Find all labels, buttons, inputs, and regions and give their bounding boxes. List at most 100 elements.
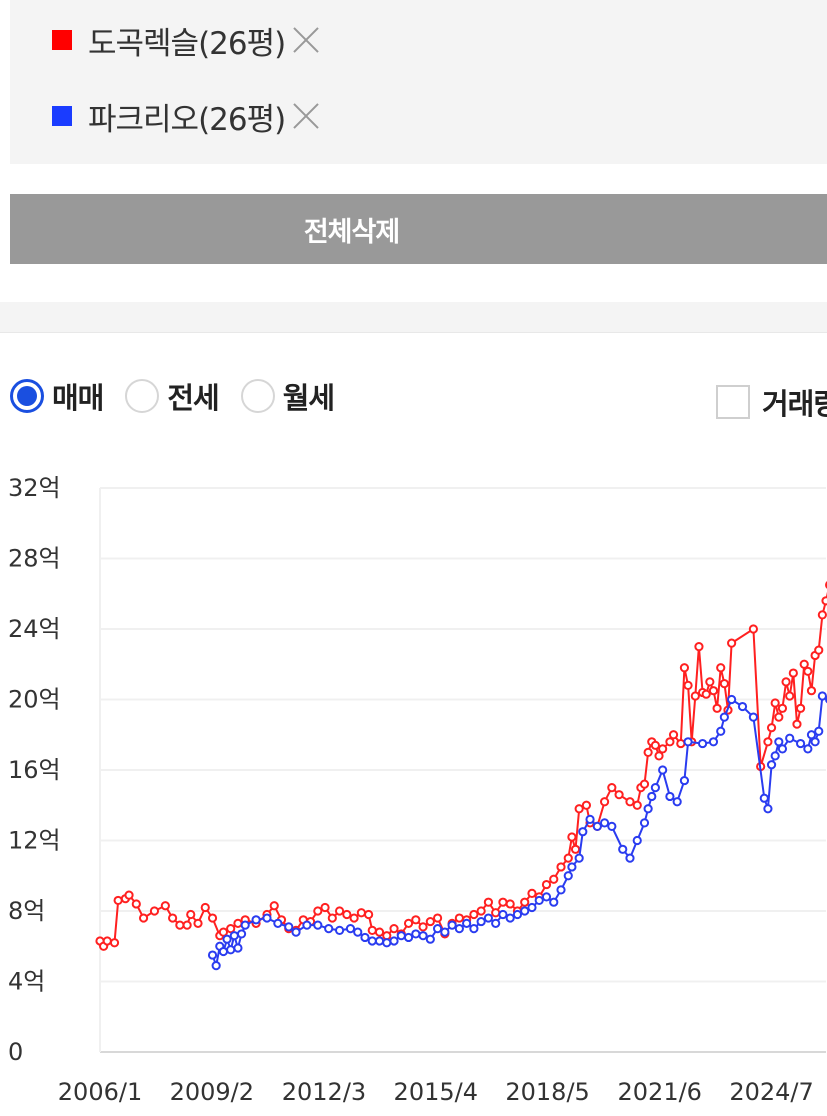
data-point bbox=[716, 726, 726, 736]
data-point bbox=[766, 760, 777, 770]
data-point bbox=[356, 908, 366, 918]
data-point bbox=[269, 901, 279, 911]
data-point bbox=[676, 738, 686, 749]
data-point bbox=[491, 908, 501, 918]
delete-all-button[interactable]: 전체삭제 bbox=[10, 194, 827, 264]
data-point bbox=[222, 934, 232, 944]
data-point bbox=[349, 913, 359, 923]
data-point bbox=[643, 747, 653, 757]
data-point bbox=[491, 918, 501, 928]
data-point bbox=[498, 909, 508, 920]
data-point bbox=[102, 936, 112, 946]
data-point bbox=[770, 698, 780, 708]
data-point bbox=[382, 938, 392, 948]
data-point bbox=[650, 740, 660, 750]
data-point bbox=[454, 924, 464, 934]
data-point bbox=[766, 723, 777, 733]
y-tick-label: 32억 bbox=[8, 474, 61, 502]
data-point bbox=[236, 929, 247, 939]
data-point bbox=[251, 915, 261, 925]
data-point bbox=[498, 897, 508, 907]
data-point bbox=[777, 744, 788, 754]
radio-jeonse[interactable]: 전세 bbox=[125, 375, 220, 417]
data-point bbox=[541, 879, 552, 890]
y-tick-label: 20억 bbox=[8, 686, 61, 714]
data-point bbox=[396, 931, 406, 941]
data-point bbox=[810, 737, 820, 747]
data-point bbox=[654, 751, 664, 761]
data-point bbox=[432, 924, 443, 934]
data-point bbox=[324, 924, 334, 934]
data-point bbox=[781, 677, 791, 687]
data-point bbox=[207, 950, 218, 960]
data-point bbox=[218, 946, 229, 957]
radio-sale[interactable]: 매매 bbox=[10, 375, 104, 417]
data-point bbox=[476, 916, 486, 927]
data-point bbox=[218, 927, 229, 937]
data-point bbox=[505, 913, 515, 923]
checkbox-label: 거래량 bbox=[762, 387, 827, 421]
data-point bbox=[814, 645, 824, 655]
data-point bbox=[759, 793, 769, 803]
data-point bbox=[665, 791, 675, 802]
data-point bbox=[262, 913, 272, 923]
data-point bbox=[334, 925, 345, 935]
volume-toggle[interactable]: 거래량 bbox=[716, 381, 827, 423]
data-point bbox=[440, 927, 450, 937]
data-point bbox=[763, 737, 773, 747]
data-point bbox=[785, 691, 795, 701]
data-point bbox=[817, 691, 827, 701]
data-point bbox=[748, 712, 759, 722]
data-point bbox=[788, 668, 798, 678]
data-point bbox=[549, 874, 559, 884]
data-point bbox=[574, 804, 584, 814]
data-point bbox=[131, 899, 141, 909]
data-point bbox=[763, 804, 773, 814]
data-point bbox=[226, 924, 236, 934]
data-point bbox=[313, 906, 323, 916]
data-point bbox=[175, 920, 185, 930]
data-point bbox=[727, 638, 737, 648]
data-point bbox=[469, 909, 479, 920]
data-point bbox=[774, 737, 784, 747]
data-point bbox=[727, 694, 737, 705]
data-point bbox=[556, 885, 566, 895]
data-point bbox=[639, 779, 650, 789]
checkbox[interactable] bbox=[716, 385, 750, 419]
data-point bbox=[403, 932, 414, 943]
data-point bbox=[418, 931, 428, 941]
data-point bbox=[374, 927, 385, 937]
data-point bbox=[556, 862, 566, 872]
data-point bbox=[690, 691, 700, 701]
x-tick-label: 2015/4 bbox=[394, 1078, 478, 1106]
data-point bbox=[149, 906, 160, 916]
x-tick-label: 2018/5 bbox=[505, 1078, 589, 1106]
data-point bbox=[113, 895, 123, 906]
data-point bbox=[342, 909, 352, 920]
data-point bbox=[821, 596, 827, 606]
data-point bbox=[650, 783, 660, 793]
data-point bbox=[770, 751, 780, 761]
data-point bbox=[625, 853, 635, 863]
close-icon[interactable] bbox=[291, 101, 321, 131]
data-point bbox=[639, 818, 650, 828]
data-point bbox=[567, 862, 577, 872]
radio-monthly-rent[interactable]: 월세 bbox=[240, 375, 335, 417]
data-point bbox=[520, 897, 530, 907]
data-point bbox=[806, 730, 817, 740]
data-point bbox=[716, 663, 726, 673]
data-point bbox=[291, 927, 301, 937]
radio-label: 전세 bbox=[167, 381, 219, 415]
data-point bbox=[389, 936, 399, 946]
data-point bbox=[182, 920, 192, 930]
data-point bbox=[418, 922, 428, 932]
data-point bbox=[607, 821, 617, 831]
close-icon[interactable] bbox=[291, 25, 321, 55]
data-point bbox=[353, 927, 363, 937]
data-point bbox=[785, 733, 795, 743]
data-point bbox=[668, 730, 679, 740]
data-point bbox=[708, 686, 719, 696]
data-point bbox=[803, 666, 813, 676]
series-line-1 bbox=[211, 694, 827, 970]
data-point bbox=[367, 925, 377, 935]
